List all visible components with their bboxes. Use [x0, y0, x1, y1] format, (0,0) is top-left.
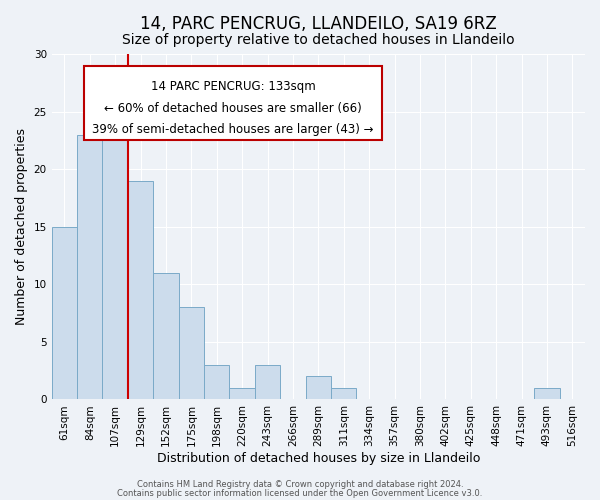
- Bar: [103, 123, 128, 400]
- Text: 39% of semi-detached houses are larger (43) →: 39% of semi-detached houses are larger (…: [92, 124, 374, 136]
- Bar: [534, 388, 560, 400]
- Text: Contains HM Land Registry data © Crown copyright and database right 2024.: Contains HM Land Registry data © Crown c…: [137, 480, 463, 489]
- Text: Contains public sector information licensed under the Open Government Licence v3: Contains public sector information licen…: [118, 489, 482, 498]
- Bar: [204, 365, 229, 400]
- X-axis label: Distribution of detached houses by size in Llandeilo: Distribution of detached houses by size …: [157, 452, 480, 465]
- Bar: [331, 388, 356, 400]
- Text: Size of property relative to detached houses in Llandeilo: Size of property relative to detached ho…: [122, 33, 515, 47]
- Bar: [128, 180, 153, 400]
- Bar: [305, 376, 331, 400]
- FancyBboxPatch shape: [83, 66, 382, 140]
- Text: ← 60% of detached houses are smaller (66): ← 60% of detached houses are smaller (66…: [104, 102, 362, 114]
- Text: 14 PARC PENCRUG: 133sqm: 14 PARC PENCRUG: 133sqm: [151, 80, 316, 93]
- Bar: [255, 365, 280, 400]
- Bar: [77, 134, 103, 400]
- Title: 14, PARC PENCRUG, LLANDEILO, SA19 6RZ: 14, PARC PENCRUG, LLANDEILO, SA19 6RZ: [140, 15, 497, 33]
- Bar: [229, 388, 255, 400]
- Y-axis label: Number of detached properties: Number of detached properties: [15, 128, 28, 325]
- Bar: [153, 273, 179, 400]
- Bar: [179, 308, 204, 400]
- Bar: [52, 226, 77, 400]
